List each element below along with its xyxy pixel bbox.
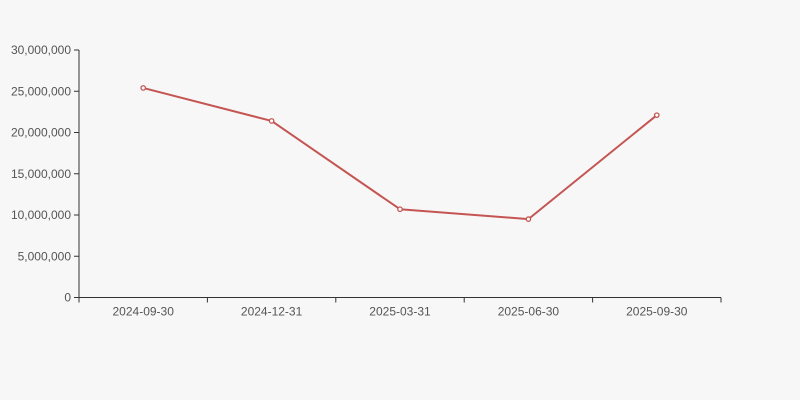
x-axis-tick-label: 2024-09-30 [113,305,175,319]
x-axis-tick-label: 2025-03-31 [369,305,431,319]
data-point-marker [140,85,147,91]
y-axis-tick-label: 15,000,000 [11,167,71,181]
y-axis: 0 5,000,000 10,000,000 15,000,000 20,000,000… [11,43,80,305]
y-axis-tick-label: 0 [64,291,71,305]
data-point-marker [268,118,275,124]
data-point-marker [525,216,532,222]
y-axis-tick-label: 25,000,000 [11,84,71,98]
y-axis-tick-label: 20,000,000 [11,126,71,140]
x-axis: 2024-09-30 2024-12-31 2025-03-31 2025-06-30… [78,297,722,319]
data-series [140,85,660,222]
x-axis-tick-label: 2025-09-30 [626,305,688,319]
y-axis-tick-label: 5,000,000 [18,249,72,263]
y-axis-tick-label: 30,000,000 [11,43,71,57]
y-axis-tick-label: 10,000,000 [11,208,71,222]
data-point-marker [397,206,403,213]
x-axis-tick-label: 2025-06-30 [498,305,560,319]
data-point-marker [653,112,660,119]
x-axis-tick-label: 2024-12-31 [241,305,303,319]
